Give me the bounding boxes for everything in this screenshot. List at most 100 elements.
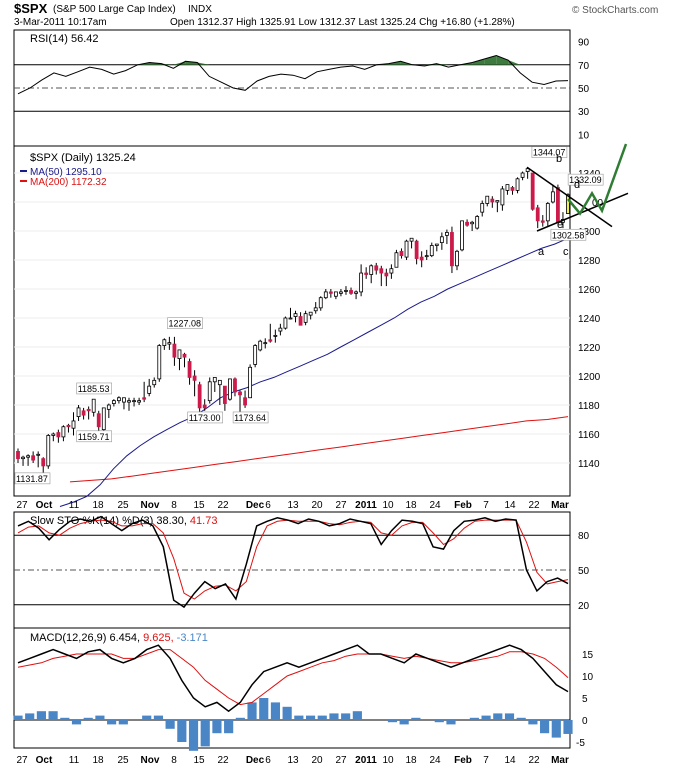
candle-body (162, 339, 167, 346)
projected-wave-path (567, 143, 628, 216)
x-axis-label: 20 (311, 755, 323, 766)
x-axis-label: 18 (92, 755, 104, 766)
sto-tick-label: 80 (578, 531, 590, 542)
macd-hist-bar (235, 717, 245, 720)
candle-body (248, 366, 253, 399)
macd-hist-bar (25, 713, 35, 720)
rsi-panel: RSI(14) 56.42 90 70 50 30 10 (13, 29, 590, 147)
candle-body (384, 272, 389, 277)
candle-body (530, 172, 535, 210)
candle-body (414, 240, 419, 259)
candle-body (495, 200, 500, 203)
macd-hist-bar (212, 720, 222, 734)
x-axis-label: 11 (69, 500, 80, 511)
trendline-lower (536, 192, 629, 232)
macd-hist-bar (48, 711, 58, 720)
macd-hist-bar (387, 720, 398, 723)
candle-body (106, 404, 111, 410)
candle-body (359, 272, 364, 293)
ma200-label: MA(200) 1172.32 (30, 177, 107, 188)
x-axis-label: 25 (117, 500, 129, 511)
candle-body (545, 203, 550, 222)
rsi-tick-label: 50 (578, 84, 590, 95)
watermark: © StockCharts.com (572, 5, 658, 16)
wave-label: c (563, 246, 569, 258)
annotation-label: 1159.71 (78, 432, 110, 442)
candle-body (419, 256, 424, 261)
macd-hist-bar (434, 720, 444, 723)
x-axis-label: 14 (504, 500, 516, 511)
macd-tick-label: 10 (582, 672, 594, 683)
macd-hist-bar (399, 720, 409, 725)
x-axis-label: 27 (335, 755, 347, 766)
price-tick-label: 1300 (578, 227, 601, 238)
candle-body (515, 178, 520, 191)
candle-body (318, 297, 323, 309)
candle-body (41, 458, 46, 467)
macd-hist-bar (259, 698, 269, 720)
candle-body (36, 453, 41, 456)
annotation-box (531, 146, 568, 158)
candle-body (354, 291, 358, 294)
macd-hist-bar (481, 715, 491, 720)
candle-body (278, 327, 283, 332)
candle-body (96, 413, 101, 428)
x-axis-label: 2011 (355, 500, 377, 511)
candle-body (525, 168, 530, 172)
candle-body (122, 397, 126, 403)
macd-hist-bar (469, 717, 479, 720)
candle-body (556, 187, 560, 223)
macd-hist-bar (446, 720, 456, 725)
annotation-box (167, 317, 203, 330)
x-axis-label: Nov (141, 500, 160, 511)
candle-body (26, 455, 30, 458)
candle-body (16, 450, 20, 460)
candle-body (520, 172, 525, 178)
candle-body (212, 377, 217, 383)
macd-tick-label: 0 (582, 716, 588, 727)
candle-body (61, 426, 66, 438)
wave-label: b (556, 153, 562, 165)
macd-panel: MACD(12,26,9) 6.454, 9.625, -3.171 15 10 5 0 -… (13, 627, 594, 751)
macd-hist-bar (329, 713, 339, 720)
candle-body (470, 221, 475, 225)
candle-body (540, 220, 545, 223)
rsi-tick-label: 70 (578, 61, 590, 72)
candle-body (228, 378, 232, 400)
annotation-box (232, 411, 269, 424)
macd-hist-bar (563, 720, 573, 734)
price-tick-label: 1160 (578, 430, 600, 441)
candle-body (404, 240, 409, 258)
candle-body (344, 290, 348, 292)
candle-body (460, 220, 464, 251)
macd-tick-label: 15 (582, 650, 594, 661)
candle-body (293, 313, 298, 317)
candle-body (172, 343, 177, 358)
candle-body (258, 340, 263, 351)
x-axis-label: 13 (287, 755, 299, 766)
candle-body (207, 381, 212, 402)
x-axis-label: 8 (171, 755, 177, 766)
candle-body (71, 420, 76, 429)
x-axis-label: 22 (217, 755, 229, 766)
macd-hist-bar (504, 713, 515, 720)
candle-body (56, 432, 61, 438)
x-axis-label: Nov (141, 755, 160, 766)
macd-hist-bar (516, 717, 526, 720)
ma200-line (69, 416, 569, 483)
candle-body (374, 265, 379, 271)
candle-body (86, 408, 91, 412)
candle-body (202, 404, 207, 409)
candle-body (127, 400, 131, 403)
candle-body (253, 345, 258, 365)
datetime: 3-Mar-2011 10:17am (14, 17, 107, 28)
candle-body (434, 243, 439, 246)
x-axis-label: 6 (265, 755, 271, 766)
candle-body (263, 342, 268, 345)
macd-label: MACD(12,26,9) 6.454, 9.625, -3.171 (30, 632, 208, 644)
trendline-upper (526, 166, 613, 228)
rsi-overbought-fill (173, 61, 186, 65)
candle-body (268, 339, 273, 342)
candle-body (137, 400, 142, 403)
candle-body (424, 255, 429, 258)
